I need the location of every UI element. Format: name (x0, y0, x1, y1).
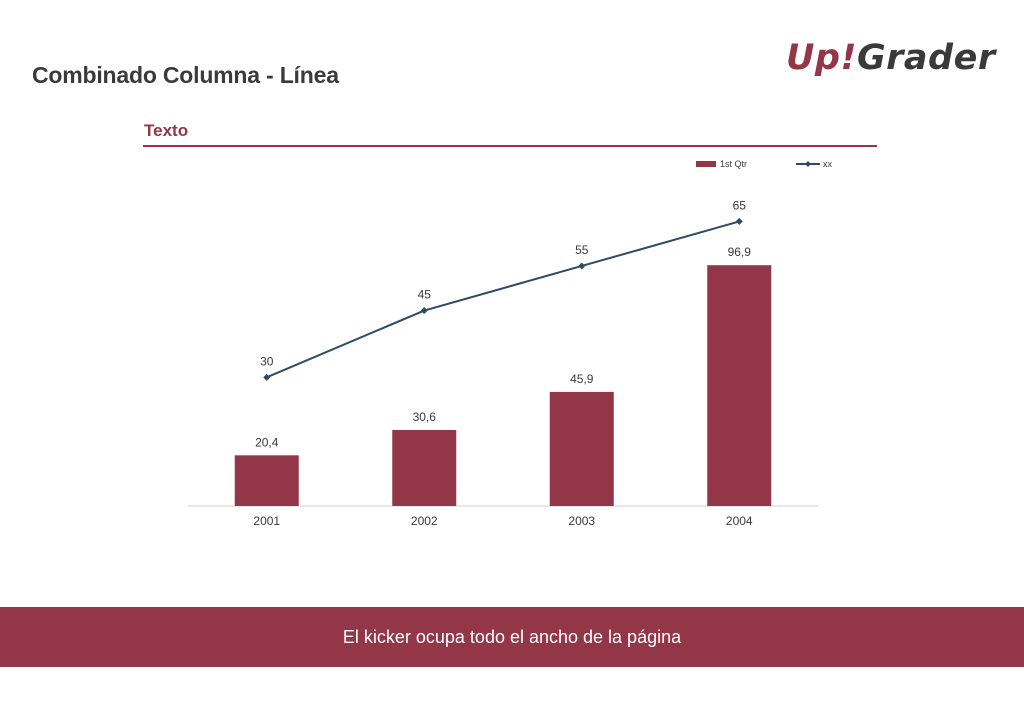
section-divider (143, 145, 877, 147)
x-tick-2004: 2004 (726, 514, 753, 528)
legend-label-1st-qtr: 1st Qtr (720, 159, 747, 169)
line-label-2001: 30 (260, 354, 274, 368)
legend-label-xx: xx (823, 159, 833, 169)
line-point-2002 (420, 307, 428, 315)
line-point-2004 (735, 217, 743, 225)
kicker-text: El kicker ocupa todo el ancho de la pági… (342, 626, 682, 647)
line-point-2003 (578, 262, 586, 270)
bar-label-2001: 20,4 (255, 435, 279, 449)
legend-swatch-1st-qtr (696, 161, 716, 167)
x-tick-2003: 2003 (568, 514, 595, 528)
logo-up: Up! (786, 38, 857, 78)
upgrader-logo: Up!Grader (786, 36, 996, 80)
line-label-2002: 45 (418, 288, 432, 302)
logo-grader: Grader (856, 38, 996, 78)
x-tick-2002: 2002 (411, 514, 438, 528)
line-series-xx (266, 220, 740, 379)
bar-label-2002: 30,6 (413, 410, 437, 424)
legend-marker-xx (805, 161, 811, 167)
combo-chart: 20,4 2001 30,6 2002 45,9 2003 96,9 2004 30 45 55 65… (188, 159, 833, 528)
bar-label-2004: 96,9 (728, 245, 752, 259)
bar-2001 (234, 455, 299, 506)
page-title: Combinado Columna - Línea (32, 62, 339, 88)
bar-label-2003: 45,9 (570, 372, 594, 386)
kicker-banner: El kicker ocupa todo el ancho de la pági… (0, 607, 1024, 667)
line-label-2003: 55 (575, 243, 589, 257)
section-title: Texto (144, 121, 189, 140)
bar-2003 (549, 391, 614, 506)
bar-2002 (392, 429, 457, 506)
bar-2004 (707, 265, 772, 506)
line-label-2004: 65 (733, 198, 747, 212)
x-tick-2001: 2001 (253, 514, 280, 528)
line-point-2001 (263, 373, 271, 381)
